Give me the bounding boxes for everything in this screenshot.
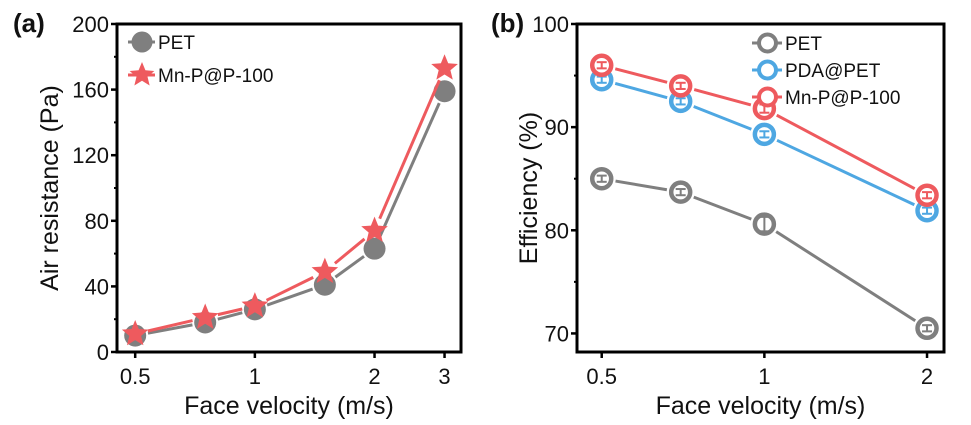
y-tick-label: 80	[85, 209, 109, 234]
series-pet	[124, 80, 456, 347]
y-tick-label: 100	[532, 12, 569, 37]
panel-b-frame	[575, 22, 946, 354]
panel-a-series	[121, 54, 458, 347]
y-tick-label: 80	[545, 218, 569, 243]
legend-marker	[757, 32, 778, 54]
data-point	[311, 257, 339, 283]
panel-a-label: (a)	[13, 8, 45, 38]
legend-item: Mn-P@P-100	[128, 62, 273, 87]
panel-a: (a) 0 40 80 120 160 200 0.5 1 2 3 Face velocity (…	[13, 8, 463, 420]
x-tick-label: 0.5	[586, 364, 617, 389]
legend-label: Mn-P@P-100	[158, 66, 273, 87]
data-point	[241, 292, 269, 318]
series-line-segment	[333, 237, 366, 265]
panel-a-legend: PET Mn-P@P-100	[128, 31, 273, 87]
series-line-segment	[776, 113, 916, 190]
panel-b-x-axis-title: Face velocity (m/s)	[656, 392, 866, 420]
legend-marker	[129, 62, 155, 86]
y-tick-label: 0	[97, 340, 109, 365]
panel-a-y-axis-title: Air resistance (Pa)	[36, 85, 64, 291]
panel-a-ticks: 0 40 80 120 160 200 0.5 1 2 3	[72, 12, 450, 389]
series-pet	[589, 166, 939, 341]
data-point	[363, 237, 386, 260]
y-tick-label: 40	[85, 274, 109, 299]
panel-a-x-axis-title: Face velocity (m/s)	[184, 392, 394, 420]
data-point	[431, 54, 458, 80]
series-line-segment	[147, 323, 193, 335]
x-tick-label: 0.5	[120, 364, 151, 389]
series-mn-p-p-100	[121, 54, 458, 346]
y-tick-label: 70	[545, 321, 569, 346]
series-line-segment	[693, 88, 752, 107]
data-point	[433, 80, 456, 103]
legend-item: PDA@PET	[752, 59, 881, 82]
x-tick-label: 1	[758, 364, 770, 389]
data-point	[361, 216, 388, 242]
series-line-segment	[614, 81, 668, 100]
x-tick-label: 3	[438, 364, 450, 389]
x-tick-label: 1	[249, 364, 261, 389]
legend-label: PET	[785, 34, 822, 55]
series-mn-p-p-100	[589, 53, 939, 207]
panel-a-frame	[115, 22, 463, 354]
legend-label: PET	[158, 33, 195, 54]
series-line-segment	[217, 307, 243, 317]
legend-marker	[757, 59, 778, 81]
legend-item: PET	[752, 32, 822, 55]
y-tick-label: 160	[72, 78, 109, 103]
legend-item: Mn-P@P-100	[752, 86, 900, 109]
series-line-segment	[614, 67, 668, 84]
series-line-segment	[378, 79, 441, 220]
series-line-segment	[615, 179, 668, 192]
panel-b: (b) 70 80 90 100 0.5 1 2 Face velocity (m/s) E…	[491, 8, 946, 420]
series-pda-pet	[589, 67, 939, 223]
data-point	[191, 303, 219, 329]
series-line-segment	[334, 255, 365, 279]
data-point	[121, 319, 149, 346]
panel-b-label: (b)	[491, 8, 524, 38]
series-line-segment	[266, 287, 314, 307]
y-tick-label: 120	[72, 143, 109, 168]
series-line-segment	[217, 311, 243, 321]
panel-b-series	[589, 53, 939, 341]
panel-b-y-axis-title: Efficiency (%)	[515, 112, 543, 264]
series-line-segment	[378, 102, 441, 238]
series-line-segment	[693, 195, 752, 221]
y-tick-label: 90	[545, 115, 569, 140]
panel-b-ticks: 70 80 90 100 0.5 1 2	[532, 12, 933, 389]
series-line-segment	[265, 276, 314, 302]
legend-item: PET	[128, 31, 195, 54]
legend-label: PDA@PET	[785, 61, 881, 82]
series-line-segment	[693, 105, 752, 131]
y-tick-label: 200	[72, 12, 109, 37]
legend-marker	[757, 86, 778, 108]
x-tick-label: 2	[921, 364, 933, 389]
legend-label: Mn-P@P-100	[785, 88, 900, 109]
x-tick-label: 2	[368, 364, 380, 389]
panel-b-legend: PET PDA@PET Mn-P@P-100	[752, 32, 900, 109]
series-line-segment	[147, 319, 193, 333]
series-line-segment	[776, 138, 915, 207]
series-line-segment	[775, 230, 917, 322]
legend-marker	[131, 31, 153, 53]
